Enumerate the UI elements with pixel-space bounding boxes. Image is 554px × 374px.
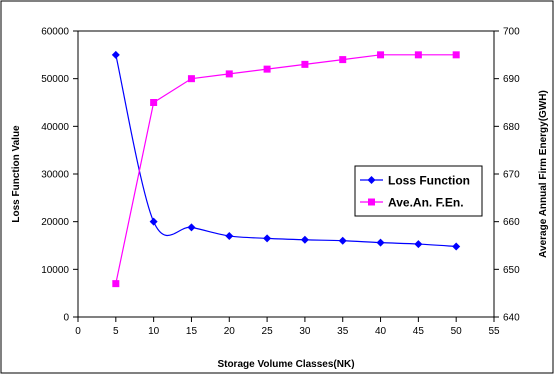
data-point-ave-an-f-en bbox=[339, 56, 347, 64]
axes: 0 5 10 15 20 25 30 35 40 45 50 55 0 10000 20000 30000 40… bbox=[41, 27, 520, 338]
data-point-ave-an-f-en bbox=[263, 65, 271, 73]
data-point-ave-an-f-en bbox=[452, 51, 460, 59]
data-point-loss-function bbox=[225, 231, 234, 240]
y-axis-title: Loss Function Value bbox=[11, 125, 22, 223]
data-point-loss-function bbox=[263, 234, 272, 243]
data-point-loss-function bbox=[452, 242, 461, 251]
data-point-loss-function bbox=[111, 50, 120, 59]
y2-axis-title: Average Annual Firm Energy(GWH) bbox=[538, 90, 549, 258]
series-layer bbox=[111, 50, 461, 288]
data-point-ave-an-f-en bbox=[377, 51, 385, 59]
data-point-ave-an-f-en bbox=[225, 70, 233, 78]
x-tick-label: 10 bbox=[148, 326, 160, 337]
y-tick-label: 20000 bbox=[41, 217, 69, 228]
data-point-loss-function bbox=[149, 217, 158, 226]
y-tick-label: 0 bbox=[63, 313, 69, 324]
y2-tick-label: 660 bbox=[503, 217, 520, 228]
x-tick-label: 50 bbox=[451, 326, 463, 337]
data-point-ave-an-f-en bbox=[414, 51, 422, 59]
legend-marker-loss-function bbox=[367, 176, 376, 184]
legend-label-ave-an-f-en: Ave.An. F.En. bbox=[388, 196, 464, 210]
data-point-loss-function bbox=[338, 236, 347, 245]
legend-box bbox=[354, 165, 483, 217]
y-tick-label: 30000 bbox=[41, 170, 69, 181]
x-tick-label: 0 bbox=[75, 326, 81, 337]
data-point-ave-an-f-en bbox=[301, 60, 309, 68]
x-tick-label: 45 bbox=[413, 326, 425, 337]
data-point-loss-function bbox=[414, 240, 423, 249]
data-point-ave-an-f-en bbox=[112, 280, 120, 288]
data-point-loss-function bbox=[300, 235, 309, 244]
legend: Loss Function Ave.An. F.En. bbox=[354, 165, 483, 217]
data-point-loss-function bbox=[376, 238, 385, 247]
x-tick-label: 30 bbox=[299, 326, 311, 337]
y2-tick-label: 700 bbox=[503, 27, 520, 38]
y-tick-label: 50000 bbox=[41, 74, 69, 85]
x-tick-label: 55 bbox=[488, 326, 500, 337]
series-line-ave-an-f-en bbox=[115, 54, 457, 284]
x-axis-title: Storage Volume Classes(NK) bbox=[217, 359, 354, 370]
data-point-ave-an-f-en bbox=[150, 99, 158, 106]
data-point-ave-an-f-en bbox=[187, 75, 195, 83]
y-tick-label: 10000 bbox=[41, 265, 69, 276]
x-tick-label: 5 bbox=[113, 326, 119, 337]
x-tick-label: 20 bbox=[224, 326, 236, 337]
x-tick-label: 35 bbox=[337, 326, 349, 337]
x-tick-label: 15 bbox=[186, 326, 198, 337]
y2-tick-label: 680 bbox=[503, 122, 520, 133]
y2-tick-label: 640 bbox=[503, 313, 520, 324]
legend-label-loss-function: Loss Function bbox=[388, 174, 470, 188]
y2-tick-label: 650 bbox=[503, 265, 520, 276]
y-tick-label: 40000 bbox=[41, 122, 69, 133]
y2-tick-label: 670 bbox=[503, 170, 520, 181]
data-point-loss-function bbox=[187, 223, 196, 232]
y2-tick-label: 690 bbox=[503, 74, 520, 85]
legend-marker-ave-an-f-en bbox=[368, 198, 375, 206]
x-tick-label: 25 bbox=[262, 326, 274, 337]
y-tick-label: 60000 bbox=[41, 27, 69, 38]
x-tick-label: 40 bbox=[375, 326, 387, 337]
